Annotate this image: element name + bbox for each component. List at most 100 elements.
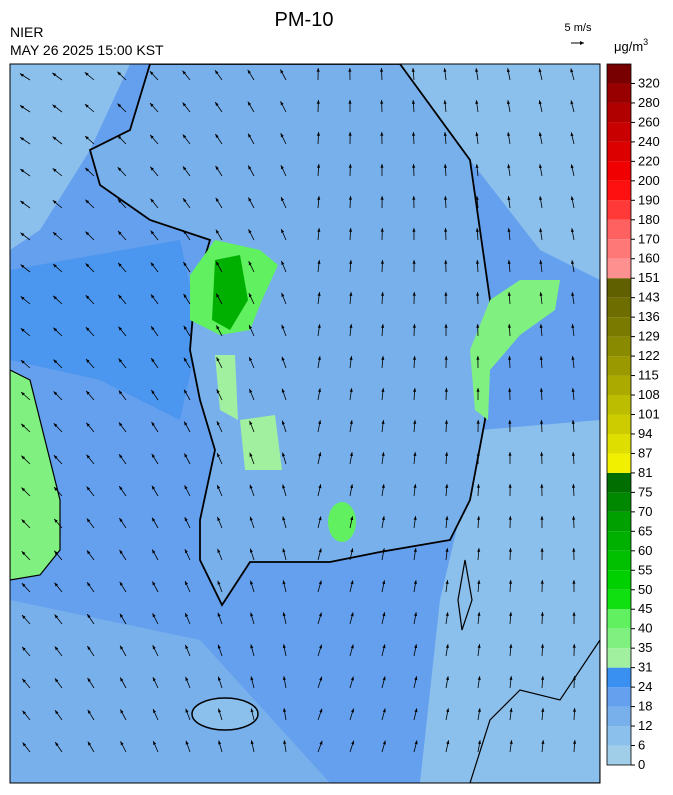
wind-arrow-head bbox=[446, 740, 450, 745]
wind-arrow-head bbox=[87, 709, 91, 714]
wind-arrow-head bbox=[414, 644, 418, 649]
wind-arrow bbox=[249, 516, 255, 529]
color-box bbox=[607, 336, 631, 357]
wind-arrow bbox=[52, 136, 63, 145]
wind-arrow bbox=[477, 740, 482, 753]
color-box bbox=[607, 550, 631, 571]
wind-arrow-head bbox=[316, 68, 320, 72]
wind-arrow-head bbox=[571, 356, 575, 360]
wind-arrow-head bbox=[475, 228, 479, 232]
light-region bbox=[400, 64, 600, 280]
wind-arrow bbox=[506, 100, 511, 113]
colorbar-label: 12 bbox=[638, 718, 652, 733]
wind-field bbox=[19, 67, 577, 753]
colorbar-label: 94 bbox=[638, 426, 652, 441]
wind-arrow bbox=[413, 612, 418, 625]
wind-arrow-head bbox=[280, 133, 284, 138]
wind-arrow-head bbox=[118, 358, 123, 363]
wind-arrow bbox=[248, 229, 255, 241]
wind-arrow bbox=[317, 388, 322, 401]
wind-arrow-head bbox=[52, 232, 57, 236]
wind-arrow-head bbox=[87, 677, 91, 682]
wind-arrow-head bbox=[21, 519, 26, 524]
wind-arrow-head bbox=[86, 486, 91, 491]
wind-arrow-head bbox=[152, 613, 156, 618]
wind-arrow-head bbox=[182, 102, 187, 107]
color-box bbox=[607, 395, 631, 415]
wind-arrow-head bbox=[249, 325, 252, 330]
wind-arrow bbox=[539, 196, 543, 209]
wind-arrow bbox=[182, 70, 191, 81]
wind-arrow bbox=[445, 740, 450, 753]
wind-arrow-head bbox=[53, 359, 58, 364]
wind-arrow-head bbox=[351, 740, 355, 745]
wind-arrow-head bbox=[382, 644, 386, 649]
wind-arrow-head bbox=[319, 740, 323, 745]
wind-arrow bbox=[184, 580, 191, 593]
wind-arrow-head bbox=[319, 708, 323, 713]
wind-arrow bbox=[316, 99, 320, 113]
wind-arrow bbox=[570, 132, 575, 145]
wind-arrow bbox=[413, 388, 417, 401]
wind-arrow bbox=[85, 199, 95, 209]
wind-arrow bbox=[381, 420, 385, 433]
wind-arrow-head bbox=[22, 742, 27, 747]
wind-arrow bbox=[150, 357, 159, 369]
wind-arrow bbox=[477, 548, 481, 561]
wind-arrow-head bbox=[217, 676, 221, 681]
wind-arrow bbox=[19, 136, 31, 145]
wind-arrow bbox=[85, 263, 95, 273]
colorbar-label: 87 bbox=[638, 445, 652, 460]
wind-arrow-head bbox=[149, 71, 154, 75]
wind-arrow bbox=[118, 358, 127, 369]
wind-arrow bbox=[570, 100, 575, 113]
wind-arrow bbox=[475, 228, 479, 241]
wind-arrow-head bbox=[316, 100, 320, 104]
wind-arrow-head bbox=[249, 548, 253, 553]
wind-arrow-head bbox=[412, 196, 416, 200]
wind-arrow bbox=[21, 614, 31, 625]
wind-arrow bbox=[216, 357, 223, 369]
wind-arrow-head bbox=[119, 454, 123, 459]
wind-arrow bbox=[413, 548, 417, 561]
wind-arrow bbox=[118, 485, 127, 497]
wind-arrow-head bbox=[445, 676, 450, 681]
wind-arrow bbox=[381, 644, 386, 657]
wind-arrow-head bbox=[348, 164, 352, 168]
wind-arrow bbox=[413, 580, 417, 593]
wind-arrow bbox=[54, 709, 63, 721]
wind-arrow bbox=[84, 71, 95, 81]
wind-arrow bbox=[570, 68, 575, 81]
wind-arrow bbox=[217, 580, 223, 593]
wind-arrow-head bbox=[446, 708, 450, 713]
wind-arrow-head bbox=[570, 132, 574, 137]
wind-arrow bbox=[381, 548, 386, 561]
wind-arrow-head bbox=[444, 420, 449, 424]
wind-arrow bbox=[249, 388, 255, 401]
wind-arrow bbox=[217, 644, 223, 657]
wind-arrow-head bbox=[382, 548, 386, 553]
wind-arrow-head bbox=[250, 740, 254, 745]
wind-arrow-head bbox=[282, 452, 286, 457]
wind-arrow bbox=[21, 455, 31, 465]
wind-arrow-head bbox=[476, 452, 480, 456]
wind-arrow bbox=[250, 740, 255, 753]
wind-arrow-head bbox=[21, 423, 25, 428]
wind-arrow-head bbox=[477, 548, 481, 552]
wind-arrow bbox=[248, 261, 255, 273]
wind-arrow-head bbox=[250, 676, 254, 681]
wind-arrow bbox=[119, 581, 127, 593]
wind-arrow-head bbox=[282, 612, 286, 617]
wind-scale-label: 5 m/s bbox=[565, 22, 592, 34]
wind-arrow-head bbox=[444, 356, 448, 360]
wind-arrow-head bbox=[538, 132, 542, 137]
wind-arrow-head bbox=[19, 73, 24, 77]
wind-arrow-head bbox=[183, 293, 187, 298]
wind-arrow-head bbox=[539, 292, 543, 296]
wind-arrow-head bbox=[152, 517, 156, 522]
color-box bbox=[607, 278, 631, 298]
wind-arrow bbox=[412, 259, 416, 273]
wind-arrow-head bbox=[153, 709, 156, 714]
wind-arrow bbox=[86, 581, 95, 593]
wind-arrow-head bbox=[282, 580, 286, 585]
